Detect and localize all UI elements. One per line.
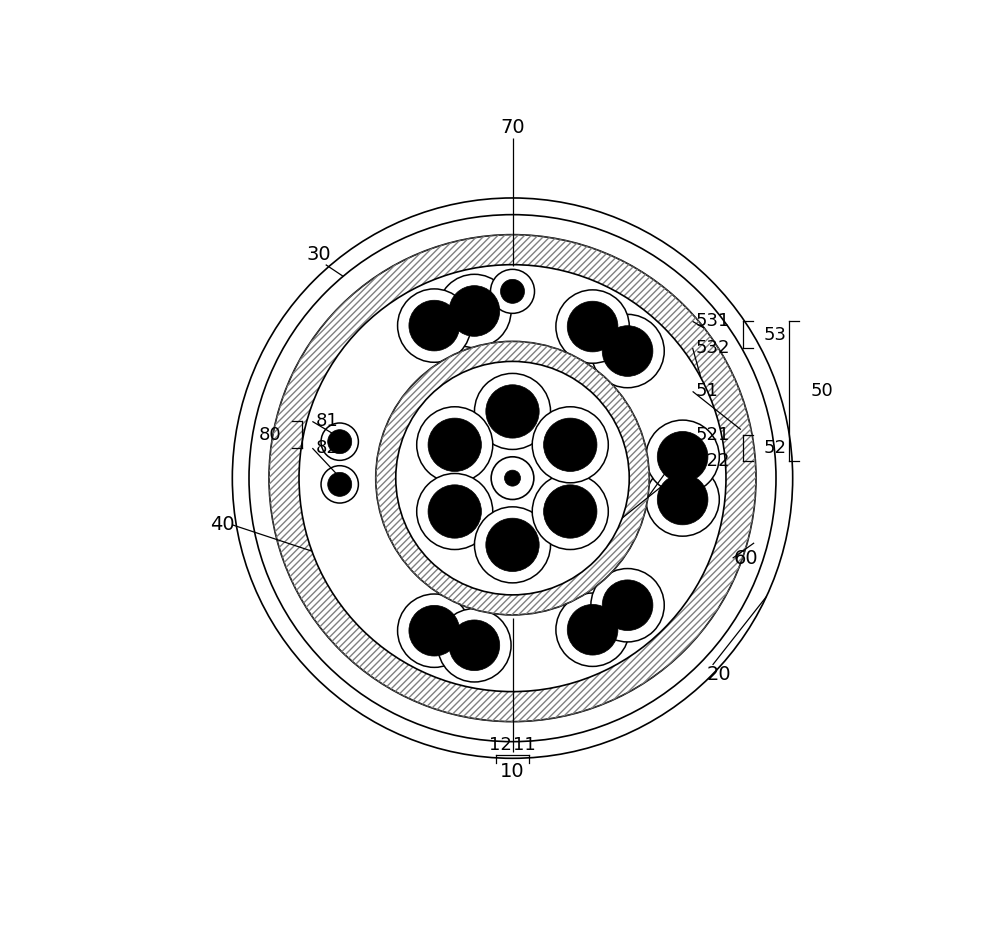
Text: 40: 40: [210, 515, 235, 534]
Text: 531: 531: [696, 312, 730, 330]
Circle shape: [646, 420, 719, 493]
Circle shape: [474, 374, 551, 450]
Circle shape: [544, 418, 597, 472]
Circle shape: [328, 430, 352, 453]
Circle shape: [299, 265, 726, 692]
Circle shape: [567, 301, 618, 352]
Circle shape: [500, 279, 525, 303]
Circle shape: [409, 605, 460, 656]
Circle shape: [438, 274, 511, 348]
Circle shape: [490, 270, 535, 313]
Circle shape: [417, 474, 493, 550]
Circle shape: [321, 465, 358, 503]
Text: 53: 53: [764, 325, 787, 344]
Text: 82: 82: [316, 439, 339, 457]
Circle shape: [491, 457, 534, 500]
Circle shape: [657, 431, 708, 482]
Text: 20: 20: [707, 666, 732, 684]
Circle shape: [532, 407, 608, 483]
Circle shape: [556, 593, 629, 667]
Circle shape: [532, 474, 608, 550]
Circle shape: [398, 289, 471, 362]
Circle shape: [449, 286, 500, 337]
Text: 50: 50: [811, 383, 833, 400]
Text: 12: 12: [489, 736, 512, 754]
Circle shape: [417, 407, 493, 483]
Circle shape: [474, 507, 551, 583]
Circle shape: [544, 485, 597, 539]
Circle shape: [486, 518, 539, 572]
Circle shape: [646, 463, 719, 536]
Circle shape: [396, 362, 629, 595]
Circle shape: [428, 418, 481, 472]
Circle shape: [591, 568, 664, 641]
Circle shape: [428, 485, 481, 539]
Circle shape: [556, 290, 629, 363]
Circle shape: [591, 314, 664, 387]
Circle shape: [321, 423, 358, 461]
Circle shape: [657, 474, 708, 525]
Text: 521: 521: [696, 425, 730, 444]
Text: 51: 51: [696, 383, 719, 400]
Text: 81: 81: [316, 413, 338, 430]
Text: 80: 80: [258, 425, 281, 444]
Text: 70: 70: [500, 119, 525, 137]
Circle shape: [602, 580, 653, 630]
Circle shape: [486, 385, 539, 438]
Circle shape: [602, 325, 653, 376]
Text: 532: 532: [696, 339, 730, 357]
Circle shape: [249, 215, 776, 742]
Circle shape: [376, 341, 649, 615]
Text: 11: 11: [513, 736, 536, 754]
Circle shape: [504, 470, 521, 486]
Circle shape: [269, 235, 756, 721]
Circle shape: [398, 594, 471, 667]
Text: 522: 522: [696, 452, 730, 471]
Circle shape: [449, 620, 500, 670]
Circle shape: [409, 300, 460, 351]
Circle shape: [438, 609, 511, 682]
Text: 30: 30: [307, 245, 331, 264]
Text: 52: 52: [764, 439, 787, 457]
Circle shape: [232, 198, 793, 758]
Text: 10: 10: [500, 762, 525, 781]
Circle shape: [567, 604, 618, 655]
Text: 60: 60: [734, 549, 758, 567]
Circle shape: [328, 473, 352, 496]
